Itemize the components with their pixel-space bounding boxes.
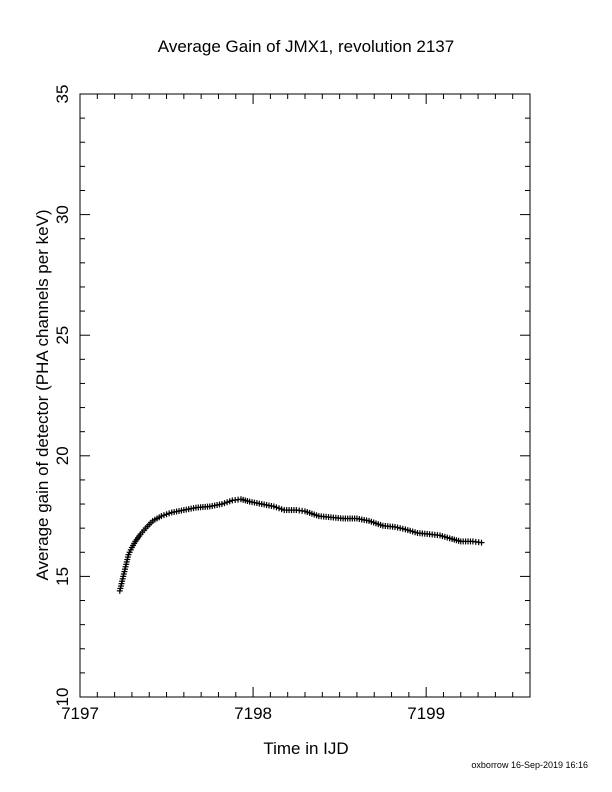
y-tick-label: 25: [53, 326, 72, 345]
x-tick-label: 7198: [234, 704, 272, 723]
y-tick-label: 30: [53, 205, 72, 224]
plot-frame: [79, 93, 531, 698]
y-tick-label: 10: [53, 688, 72, 707]
data-points: [116, 496, 485, 594]
y-axis-label: Average gain of detector (PHA channels p…: [33, 209, 52, 580]
y-tick-label: 35: [53, 85, 72, 104]
y-tick-label: 15: [53, 567, 72, 586]
footer-timestamp: oxborrow 16-Sep-2019 16:16: [471, 760, 588, 770]
chart-title: Average Gain of JMX1, revolution 2137: [158, 37, 454, 56]
x-tick-label: 7199: [407, 704, 445, 723]
y-tick-label: 20: [53, 446, 72, 465]
data-point: [478, 539, 485, 546]
y-axis-ticks: 10 15 20 25 30 35: [53, 85, 530, 707]
x-axis-ticks: 7197 7198 7199: [61, 94, 514, 723]
x-tick-label: 7197: [61, 704, 99, 723]
x-axis-label: Time in IJD: [263, 739, 348, 758]
